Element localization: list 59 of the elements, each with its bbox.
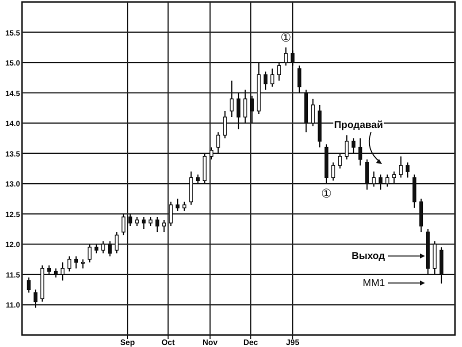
candlestick xyxy=(74,256,78,269)
x-tick-label: Nov xyxy=(202,338,218,347)
candlestick xyxy=(331,162,336,182)
candlestick xyxy=(142,216,146,230)
candlestick xyxy=(352,138,356,154)
candlestick xyxy=(277,62,281,82)
candlestick xyxy=(182,201,186,212)
candlestick xyxy=(243,89,248,124)
x-tick-label: J95 xyxy=(286,338,300,347)
x-tick-label: Sep xyxy=(120,338,135,347)
x-tick-label: Oct xyxy=(161,338,176,347)
candlestick xyxy=(155,216,160,233)
candlestick xyxy=(311,98,315,127)
candlestick xyxy=(47,264,51,276)
candlestick xyxy=(385,174,390,188)
candlestick xyxy=(122,213,126,236)
candlestick xyxy=(338,152,342,170)
candlestick xyxy=(250,95,254,124)
annotation: Выход xyxy=(352,251,386,262)
candlestick xyxy=(148,216,152,227)
candlestick xyxy=(365,158,369,190)
candlestick xyxy=(54,268,58,278)
candlestick xyxy=(135,216,139,227)
candlestick xyxy=(108,240,112,257)
candlestick xyxy=(216,132,220,154)
candlestick xyxy=(297,64,302,94)
candlestick xyxy=(94,244,98,254)
candlestick xyxy=(67,256,72,272)
candlestick xyxy=(60,262,64,282)
candlestick xyxy=(26,276,31,294)
candlestick xyxy=(128,213,132,227)
candlestick xyxy=(168,201,173,227)
candlestick xyxy=(284,46,288,66)
candlestick xyxy=(392,170,396,184)
candlestick xyxy=(290,50,295,66)
annotation: ① xyxy=(280,30,292,44)
candlestick xyxy=(372,170,376,188)
candlestick xyxy=(80,258,85,269)
candlestick xyxy=(196,174,200,184)
annotation: Продавай xyxy=(334,120,383,131)
candlestick xyxy=(210,146,214,160)
candlestick xyxy=(236,92,240,130)
candlestick xyxy=(114,231,119,254)
candlestick xyxy=(264,71,268,90)
candlestick xyxy=(88,244,92,263)
candlestick xyxy=(406,162,410,178)
candlestick xyxy=(398,156,403,178)
candlestick xyxy=(162,219,166,233)
annotation: MM1 xyxy=(362,278,386,289)
candlestick xyxy=(176,198,180,212)
x-tick-label: Dec xyxy=(243,338,259,347)
candlestick xyxy=(358,138,362,166)
candlestick xyxy=(378,174,382,190)
annotation: ① xyxy=(320,186,332,201)
candlestick xyxy=(223,110,227,139)
candlestick xyxy=(230,80,234,118)
candlestick xyxy=(270,68,274,88)
candlestick xyxy=(344,134,349,160)
candlestick xyxy=(34,288,38,308)
